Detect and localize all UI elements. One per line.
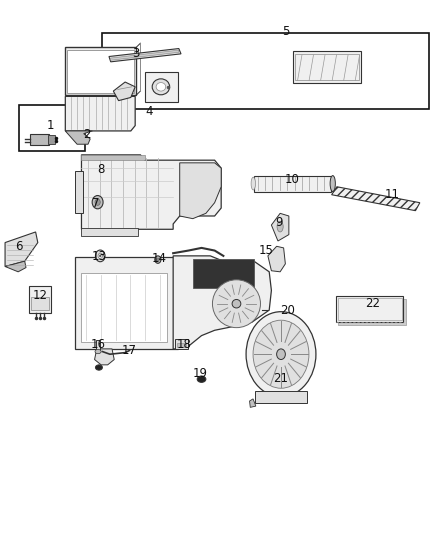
Text: 18: 18 <box>177 338 192 351</box>
Text: 9: 9 <box>276 216 283 229</box>
Bar <box>81 155 145 160</box>
Bar <box>102 33 428 109</box>
Ellipse shape <box>232 300 241 308</box>
Text: 15: 15 <box>258 244 273 257</box>
Bar <box>145 72 177 102</box>
Text: 1: 1 <box>47 119 55 132</box>
Text: 2: 2 <box>83 127 91 141</box>
Ellipse shape <box>95 199 100 205</box>
Polygon shape <box>65 96 135 131</box>
Bar <box>81 228 138 236</box>
Bar <box>30 134 49 146</box>
Text: 19: 19 <box>193 367 208 381</box>
Text: 8: 8 <box>97 163 105 176</box>
Bar <box>75 257 177 349</box>
Text: 20: 20 <box>281 304 295 317</box>
Text: 11: 11 <box>385 188 399 201</box>
Ellipse shape <box>246 312 316 397</box>
Bar <box>255 391 307 403</box>
Ellipse shape <box>99 255 101 257</box>
Ellipse shape <box>277 221 283 232</box>
Text: 16: 16 <box>91 338 106 351</box>
Polygon shape <box>5 261 26 272</box>
Polygon shape <box>173 256 272 349</box>
Polygon shape <box>180 163 221 219</box>
Ellipse shape <box>156 258 159 261</box>
Ellipse shape <box>98 253 102 259</box>
Bar <box>339 300 406 325</box>
Bar <box>65 47 136 95</box>
Polygon shape <box>111 50 179 60</box>
Bar <box>19 105 85 151</box>
Polygon shape <box>332 187 420 211</box>
Polygon shape <box>95 349 114 365</box>
Text: 13: 13 <box>92 251 107 263</box>
Bar <box>67 50 134 93</box>
Ellipse shape <box>156 83 166 91</box>
Text: 6: 6 <box>15 240 23 253</box>
Ellipse shape <box>95 350 101 354</box>
Bar <box>338 298 402 320</box>
Ellipse shape <box>155 256 161 263</box>
Bar <box>96 340 100 351</box>
Polygon shape <box>81 155 221 229</box>
Ellipse shape <box>95 365 102 370</box>
Ellipse shape <box>251 177 255 190</box>
Text: 3: 3 <box>132 47 140 60</box>
Polygon shape <box>5 232 38 266</box>
Text: 5: 5 <box>282 25 290 38</box>
Ellipse shape <box>152 79 170 95</box>
Ellipse shape <box>277 349 286 360</box>
Ellipse shape <box>330 175 336 191</box>
Ellipse shape <box>92 196 103 209</box>
Text: 17: 17 <box>122 344 137 357</box>
Text: 14: 14 <box>152 252 167 265</box>
Bar <box>48 135 55 144</box>
Bar <box>177 343 186 348</box>
Bar <box>254 175 331 191</box>
Polygon shape <box>272 213 289 241</box>
Text: 7: 7 <box>92 197 99 210</box>
Polygon shape <box>268 246 286 272</box>
Text: 22: 22 <box>365 297 380 310</box>
Ellipse shape <box>95 250 105 262</box>
Polygon shape <box>109 49 181 62</box>
Polygon shape <box>113 82 135 101</box>
Bar <box>193 259 254 288</box>
Bar <box>293 51 361 83</box>
Text: 4: 4 <box>145 105 153 118</box>
Ellipse shape <box>212 280 261 328</box>
Text: 10: 10 <box>285 173 300 186</box>
Ellipse shape <box>197 376 206 382</box>
Bar <box>29 286 51 313</box>
Text: 21: 21 <box>272 372 288 385</box>
Ellipse shape <box>253 320 309 388</box>
Bar <box>31 297 49 310</box>
Bar <box>81 273 166 342</box>
Bar <box>336 296 403 322</box>
Polygon shape <box>65 131 92 144</box>
Text: 12: 12 <box>32 289 47 302</box>
Bar <box>75 171 83 213</box>
Bar <box>175 340 187 349</box>
Polygon shape <box>250 399 256 407</box>
Bar <box>295 54 359 80</box>
